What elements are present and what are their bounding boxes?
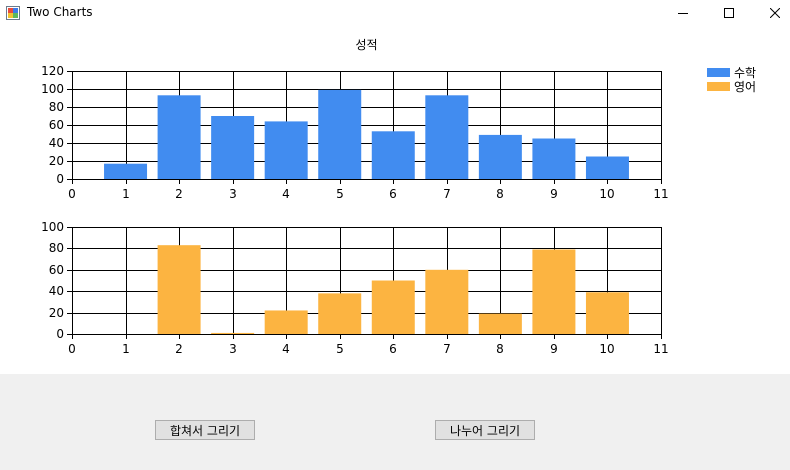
bar-수학 xyxy=(211,116,255,179)
bar-수학 xyxy=(425,95,469,179)
bar-영어 xyxy=(318,293,362,334)
minimize-button[interactable] xyxy=(660,0,706,26)
close-icon xyxy=(770,8,780,18)
legend-label: 영어 xyxy=(734,80,756,94)
y-tick-label: 80 xyxy=(49,100,64,114)
x-tick-label: 10 xyxy=(599,187,614,201)
x-tick-label: 7 xyxy=(443,187,451,201)
x-tick-label: 4 xyxy=(282,342,290,356)
x-tick-label: 0 xyxy=(68,187,76,201)
y-tick-label: 100 xyxy=(41,220,64,234)
legend-swatch-수학 xyxy=(707,68,730,77)
bar-영어 xyxy=(585,292,629,334)
x-tick-label: 1 xyxy=(122,342,130,356)
x-tick-label: 7 xyxy=(443,342,451,356)
x-tick-label: 10 xyxy=(599,342,614,356)
x-tick-label: 2 xyxy=(175,342,183,356)
x-tick-label: 0 xyxy=(68,342,76,356)
maximize-icon xyxy=(724,8,734,18)
x-tick-label: 11 xyxy=(653,187,668,201)
y-tick-label: 20 xyxy=(49,306,64,320)
bar-수학 xyxy=(478,134,522,179)
chart-title: 성적 xyxy=(355,38,377,52)
bar-영어 xyxy=(371,280,415,334)
y-tick-label: 60 xyxy=(49,118,64,132)
x-tick-label: 9 xyxy=(550,187,558,201)
x-tick-label: 8 xyxy=(496,342,504,356)
y-tick-label: 20 xyxy=(49,154,64,168)
maximize-button[interactable] xyxy=(706,0,752,26)
y-tick-label: 0 xyxy=(56,327,64,341)
app-icon xyxy=(6,5,20,20)
y-tick-label: 40 xyxy=(49,284,64,298)
x-tick-label: 9 xyxy=(550,342,558,356)
x-tick-label: 5 xyxy=(336,342,344,356)
bar-수학 xyxy=(371,131,415,179)
y-tick-label: 60 xyxy=(49,263,64,277)
x-tick-label: 6 xyxy=(389,187,397,201)
bar-수학 xyxy=(318,89,362,179)
x-tick-label: 2 xyxy=(175,187,183,201)
y-tick-label: 0 xyxy=(56,172,64,186)
bar-영어 xyxy=(532,249,576,334)
x-tick-label: 4 xyxy=(282,187,290,201)
legend-swatch-영어 xyxy=(707,82,730,91)
y-tick-label: 100 xyxy=(41,82,64,96)
minimize-icon xyxy=(678,13,688,14)
chart-control: 성적 0 20 40 60 80 100 120 0 1 2 3 4 5 6 7 8 9 10 11 0 20 40 60 80… xyxy=(0,26,790,374)
draw-combined-button[interactable]: 합쳐서 그리기 xyxy=(155,420,255,440)
x-tick-label: 3 xyxy=(229,187,237,201)
x-tick-label: 1 xyxy=(122,187,130,201)
window-title: Two Charts xyxy=(27,5,93,19)
x-tick-label: 11 xyxy=(653,342,668,356)
bar-수학 xyxy=(264,121,308,179)
title-bar: Two Charts xyxy=(0,0,790,26)
legend-label: 수학 xyxy=(734,66,756,80)
bar-수학 xyxy=(104,163,148,179)
bar-수학 xyxy=(585,156,629,179)
x-tick-label: 5 xyxy=(336,187,344,201)
x-tick-label: 3 xyxy=(229,342,237,356)
close-button[interactable] xyxy=(752,0,790,26)
bar-영어 xyxy=(425,269,469,334)
y-tick-label: 120 xyxy=(41,64,64,78)
y-tick-label: 40 xyxy=(49,136,64,150)
bar-영어 xyxy=(211,332,255,334)
x-tick-label: 8 xyxy=(496,187,504,201)
x-tick-label: 6 xyxy=(389,342,397,356)
bar-수학 xyxy=(157,95,201,179)
bar-영어 xyxy=(264,310,308,334)
y-tick-label: 80 xyxy=(49,241,64,255)
bar-영어 xyxy=(478,313,522,334)
bar-영어 xyxy=(157,245,201,334)
button-panel: 합쳐서 그리기 나누어 그리기 xyxy=(0,374,790,470)
bar-수학 xyxy=(532,138,576,179)
draw-split-button[interactable]: 나누어 그리기 xyxy=(435,420,535,440)
